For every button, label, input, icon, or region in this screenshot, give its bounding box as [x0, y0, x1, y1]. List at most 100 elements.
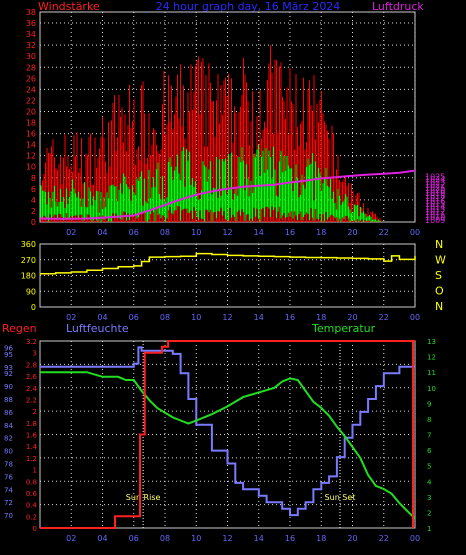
climate-x-tick-label: 14 [254, 534, 264, 543]
humidity-y-tick-label: 84 [4, 422, 13, 430]
rain-axis-title: Regen [2, 322, 37, 335]
temperature-y-tick-label: 2 [427, 509, 431, 517]
pressure-y-tick-label: 1023 [425, 178, 445, 187]
wind-y-tick-label: 36 [26, 19, 36, 28]
climate-x-tick-label: 10 [191, 534, 201, 543]
humidity-y-tick-label: 76 [4, 473, 13, 481]
pressure-y-tick-label: 1013 [425, 205, 445, 214]
wind-y-tick-label: 28 [26, 63, 36, 72]
rain-y-tick-label: 3.2 [26, 338, 37, 346]
pressure-y-tick-label: 1025 [425, 173, 445, 182]
wind-x-tick-label: 06 [129, 228, 139, 237]
pressure-y-tick-label: 1017 [425, 194, 445, 203]
direction-x-tick-label: 18 [316, 313, 326, 322]
wind-y-tick-label: 32 [26, 41, 36, 50]
humidity-axis-title: Luftfeuchte [66, 322, 129, 335]
wind-y-tick-label: 26 [26, 74, 36, 83]
rain-y-tick-label: 0.8 [26, 478, 37, 486]
pressure-y-tick-label: 1020 [425, 186, 445, 195]
humidity-y-tick-label: 80 [4, 448, 13, 456]
temperature-y-tick-label: 4 [427, 478, 432, 486]
temperature-y-tick-label: 13 [427, 338, 436, 346]
humidity-y-tick-label: 82 [4, 435, 13, 443]
wind-x-tick-label: 08 [160, 228, 170, 237]
rain-y-tick-label: 0.4 [26, 502, 38, 510]
wind-x-tick-label: 18 [316, 228, 326, 237]
climate-x-tick-label: 02 [66, 534, 76, 543]
temperature-line [40, 371, 416, 520]
direction-x-tick-label: 12 [222, 313, 232, 322]
wind-y-tick-label: 14 [26, 141, 36, 150]
wind-x-tick-label: 14 [254, 228, 264, 237]
wind-y-tick-label: 6 [31, 185, 36, 194]
direction-x-tick-label: 14 [254, 313, 264, 322]
direction-x-tick-label: 16 [285, 313, 295, 322]
climate-x-tick-label: 16 [285, 534, 295, 543]
climate-x-tick-label: 08 [160, 534, 170, 543]
temperature-y-tick-label: 12 [427, 354, 436, 362]
rain-y-tick-label: 1 [33, 467, 37, 475]
rain-y-tick-label: 0.6 [26, 490, 38, 498]
wind-x-tick-label: 02 [66, 228, 76, 237]
rain-y-tick-label: 1.8 [26, 420, 37, 428]
climate-x-tick-label: 00 [410, 534, 420, 543]
wind-y-tick-label: 16 [26, 130, 36, 139]
pressure-y-tick-label: 1012 [425, 208, 445, 217]
rain-line [40, 340, 415, 529]
direction-y-tick-label: 0 [31, 303, 36, 312]
rain-y-tick-label: 1.2 [26, 455, 37, 463]
humidity-y-tick-label: 86 [4, 409, 13, 417]
temperature-y-tick-label: 8 [427, 416, 431, 424]
compass-label: N [435, 300, 443, 313]
pressure-axis-title: Luftdruck [372, 0, 424, 13]
rain-y-tick-label: 2.4 [26, 385, 38, 393]
rain-y-tick-label: 3 [33, 350, 37, 358]
wind-x-tick-label: 22 [379, 228, 389, 237]
direction-x-tick-label: 08 [160, 313, 170, 322]
temperature-y-tick-label: 5 [427, 463, 431, 471]
wind-y-tick-label: 34 [26, 30, 36, 39]
pressure-y-tick-label: 1009 [425, 216, 445, 225]
wind-x-tick-label: 12 [222, 228, 232, 237]
pressure-y-tick-label: 1022 [425, 181, 445, 190]
rain-y-tick-label: 0.2 [26, 513, 37, 521]
humidity-y-tick-label: 70 [4, 512, 13, 520]
direction-y-tick-label: 90 [26, 287, 36, 296]
pressure-y-tick-label: 1016 [425, 197, 445, 206]
climate-x-tick-label: 22 [379, 534, 389, 543]
chart-title: 24 hour graph day, 16 März 2024 [156, 0, 341, 13]
direction-y-tick-label: 180 [21, 272, 36, 281]
wind-x-tick-label: 20 [347, 228, 357, 237]
pressure-line [39, 169, 416, 220]
rain-y-tick-label: 2.8 [26, 361, 37, 369]
wind-y-tick-label: 4 [31, 196, 36, 205]
wind-y-tick-label: 22 [26, 96, 36, 105]
direction-x-tick-label: 04 [97, 313, 107, 322]
direction-y-tick-label: 360 [21, 240, 36, 249]
direction-y-tick-label: 270 [21, 256, 36, 265]
sunrise-label: Sun Rise [126, 493, 161, 502]
humidity-y-tick-label: 93 [4, 364, 13, 372]
pressure-y-tick-label: 1010 [425, 213, 445, 222]
pressure-y-tick-label: 1018 [425, 191, 445, 200]
direction-line [40, 252, 416, 275]
rain-y-tick-label: 2 [33, 408, 37, 416]
temperature-y-tick-label: 7 [427, 432, 431, 440]
wind-y-tick-label: 18 [26, 119, 36, 128]
direction-x-tick-label: 22 [379, 313, 389, 322]
humidity-y-tick-label: 92 [4, 370, 13, 378]
direction-x-tick-label: 10 [191, 313, 201, 322]
humidity-y-tick-label: 95 [4, 351, 13, 359]
wind-axis-title: Windstärke [38, 0, 100, 13]
pressure-y-tick-label: 1014 [425, 202, 445, 211]
climate-x-tick-label: 06 [129, 534, 139, 543]
pressure-y-tick-label: 1024 [425, 175, 445, 184]
wind-y-tick-label: 24 [26, 85, 36, 94]
pressure-y-tick-label: 1011 [425, 210, 445, 219]
rain-y-tick-label: 2.2 [26, 396, 37, 404]
rain-humidity-temperature-panel: 02 04 06 08 10 12 14 16 18 20 22 0000.20.40.60.811.… [4, 338, 436, 543]
wind-y-tick-label: 0 [31, 218, 36, 227]
